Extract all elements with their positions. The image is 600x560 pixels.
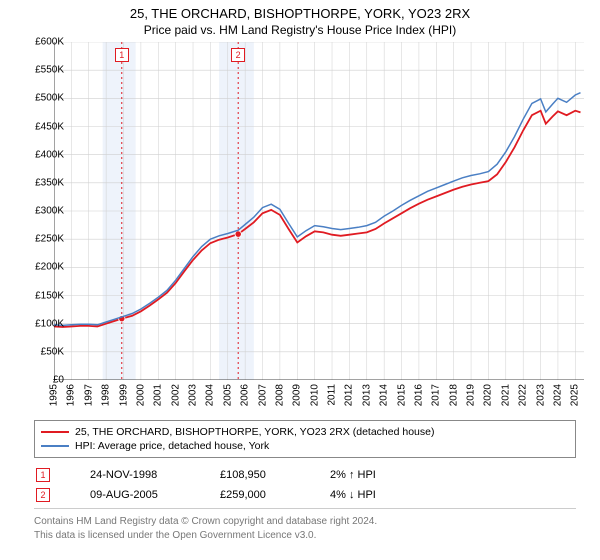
x-tick-label: 2019: [466, 384, 477, 406]
legend-label: HPI: Average price, detached house, York: [75, 440, 269, 452]
y-tick-label: £550K: [35, 65, 64, 76]
chart-footer: 25, THE ORCHARD, BISHOPTHORPE, YORK, YO2…: [34, 420, 576, 542]
transaction-delta: 4% ↓ HPI: [330, 489, 376, 501]
y-tick-label: £600K: [35, 37, 64, 48]
transaction-delta: 2% ↑ HPI: [330, 469, 376, 481]
x-tick-label: 2024: [552, 384, 563, 406]
y-tick-label: £400K: [35, 149, 64, 160]
x-tick-label: 2010: [309, 384, 320, 406]
y-tick-label: £300K: [35, 206, 64, 217]
x-tick-label: 2005: [222, 384, 233, 406]
x-tick-label: 2014: [379, 384, 390, 406]
x-tick-label: 2025: [570, 384, 581, 406]
x-tick-label: 2012: [344, 384, 355, 406]
chart-subtitle: Price paid vs. HM Land Registry's House …: [0, 21, 600, 37]
transaction-row: 1 24-NOV-1998 £108,950 2% ↑ HPI: [34, 464, 576, 484]
x-tick-label: 2013: [361, 384, 372, 406]
x-tick-label: 2000: [135, 384, 146, 406]
license-line-1: Contains HM Land Registry data © Crown c…: [34, 515, 576, 529]
x-tick-label: 2015: [396, 384, 407, 406]
y-tick-label: £100K: [35, 318, 64, 329]
x-tick-label: 2016: [413, 384, 424, 406]
x-tick-label: 2021: [500, 384, 511, 406]
license-text: Contains HM Land Registry data © Crown c…: [34, 508, 576, 542]
x-tick-label: 2022: [518, 384, 529, 406]
transaction-price: £259,000: [220, 489, 290, 501]
annotation-marker: 2: [231, 48, 245, 62]
legend-item: 25, THE ORCHARD, BISHOPTHORPE, YORK, YO2…: [41, 425, 569, 439]
x-tick-label: 1999: [118, 384, 129, 406]
y-tick-label: £150K: [35, 290, 64, 301]
x-tick-label: 2006: [240, 384, 251, 406]
x-tick-label: 1997: [83, 384, 94, 406]
x-tick-label: 2017: [431, 384, 442, 406]
chart-area: [54, 42, 584, 380]
x-tick-label: 2008: [274, 384, 285, 406]
x-tick-label: 2002: [170, 384, 181, 406]
x-tick-label: 2009: [292, 384, 303, 406]
transaction-price: £108,950: [220, 469, 290, 481]
legend-label: 25, THE ORCHARD, BISHOPTHORPE, YORK, YO2…: [75, 426, 434, 438]
x-tick-label: 1995: [49, 384, 60, 406]
transaction-list: 1 24-NOV-1998 £108,950 2% ↑ HPI 2 09-AUG-2005…: [34, 464, 576, 504]
transaction-date: 09-AUG-2005: [90, 489, 180, 501]
y-tick-label: £500K: [35, 93, 64, 104]
x-tick-label: 2011: [327, 384, 338, 406]
chart-title: 25, THE ORCHARD, BISHOPTHORPE, YORK, YO2…: [0, 0, 600, 21]
x-tick-label: 2003: [188, 384, 199, 406]
x-tick-label: 2004: [205, 384, 216, 406]
license-line-2: This data is licensed under the Open Gov…: [34, 529, 576, 543]
legend-item: HPI: Average price, detached house, York: [41, 439, 569, 453]
y-tick-label: £200K: [35, 262, 64, 273]
y-tick-label: £350K: [35, 177, 64, 188]
y-tick-label: £250K: [35, 234, 64, 245]
transaction-date: 24-NOV-1998: [90, 469, 180, 481]
transaction-marker: 2: [36, 488, 50, 502]
transaction-row: 2 09-AUG-2005 £259,000 4% ↓ HPI: [34, 484, 576, 504]
x-tick-label: 2018: [448, 384, 459, 406]
transaction-marker: 1: [36, 468, 50, 482]
y-tick-label: £50K: [41, 346, 64, 357]
x-tick-label: 2007: [257, 384, 268, 406]
x-tick-label: 2023: [535, 384, 546, 406]
x-tick-label: 2020: [483, 384, 494, 406]
legend-swatch: [41, 431, 69, 433]
annotation-marker: 1: [115, 48, 129, 62]
x-tick-label: 1998: [101, 384, 112, 406]
chart-svg: [54, 42, 584, 380]
legend-box: 25, THE ORCHARD, BISHOPTHORPE, YORK, YO2…: [34, 420, 576, 458]
x-tick-label: 2001: [153, 384, 164, 406]
y-tick-label: £450K: [35, 121, 64, 132]
x-tick-label: 1996: [66, 384, 77, 406]
legend-swatch: [41, 445, 69, 447]
